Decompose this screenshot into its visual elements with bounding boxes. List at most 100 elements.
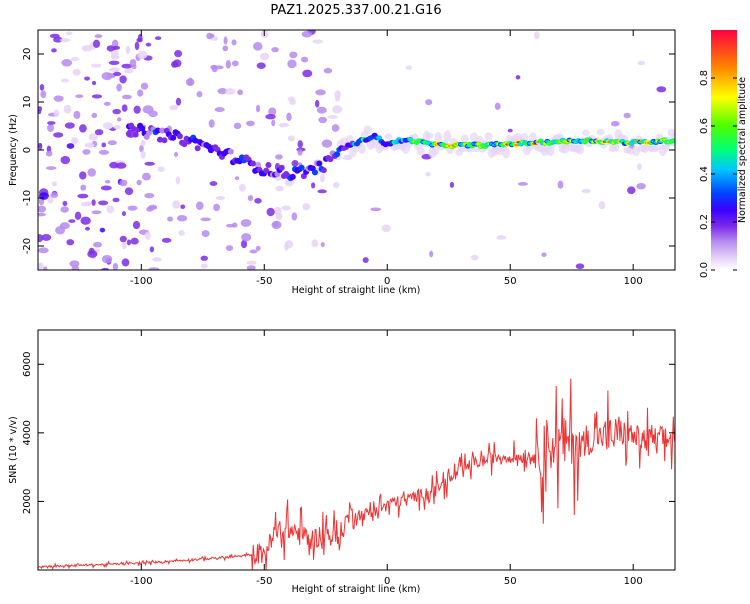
x-tick-label: -50 (256, 576, 272, 587)
spectrogram-ridge-cell (181, 141, 188, 148)
spectrogram-speckle (116, 83, 122, 92)
spectrogram-speckle (275, 154, 283, 160)
spectrogram-speckle (142, 172, 151, 181)
spectrogram-speckle (101, 267, 110, 270)
spectrogram-speckle (272, 221, 279, 228)
spectrogram-speckle (507, 128, 513, 133)
spectrogram-speckle (53, 132, 64, 138)
spectrogram-speckle (575, 263, 585, 270)
y-tick-label: -20 (22, 238, 33, 254)
snr-frame (37, 329, 676, 571)
spectrogram-speckle (234, 176, 240, 181)
spectrogram-halo (363, 125, 372, 135)
x-tick-label: 100 (624, 576, 643, 587)
spectrogram-speckle (312, 39, 324, 44)
spectrogram-speckle (281, 205, 291, 211)
y-tick-label: 6000 (22, 352, 33, 377)
spectrogram-speckle (317, 189, 327, 194)
spectrogram-halo (546, 144, 555, 157)
spectrogram-speckle (494, 102, 501, 110)
spectrogram-speckle (211, 64, 218, 73)
spectrogram-speckle (53, 109, 60, 118)
spectrogram-speckle (152, 257, 162, 262)
spectrogram-halo (581, 129, 590, 137)
spectrogram-ridge-cell (132, 131, 139, 138)
spectrogram-speckle (149, 246, 155, 253)
spectrogram-speckle (59, 38, 71, 43)
spectrogram-speckle (145, 42, 152, 47)
spectrogram-speckle (342, 154, 353, 161)
y-tick-label: 4000 (22, 420, 33, 445)
spectrogram-speckle (107, 140, 117, 146)
spectrogram-speckle (287, 59, 297, 69)
spectrogram-speckle (38, 142, 43, 150)
spectrogram-speckle (314, 99, 320, 108)
spectrogram-speckle (72, 68, 81, 76)
spectrogram-speckle (265, 114, 276, 120)
spectrogram-speckle (92, 39, 101, 48)
spectrogram-speckle (370, 207, 382, 212)
spectrogram-speckle (140, 82, 149, 90)
spectrogram-halo (519, 132, 528, 143)
spectrogram-speckle (173, 151, 179, 157)
spectrogram-speckle (161, 237, 172, 243)
spectrogram-speckle (148, 206, 158, 210)
colorbar-tick-label: 0.4 (699, 166, 710, 182)
spectrogram-speckle (112, 197, 120, 203)
spectrogram-speckle (611, 120, 620, 127)
spectrogram-speckle (254, 198, 262, 204)
spectrogram-speckle (88, 133, 99, 141)
spectrogram-speckle (91, 112, 98, 118)
spectrogram-ridge-cell (176, 133, 183, 140)
spectrogram-speckle (38, 212, 46, 217)
spectrogram-speckle (425, 99, 433, 106)
spectrogram-speckle (187, 77, 193, 86)
spectrogram-speckle (106, 205, 115, 214)
y-tick-label: 0 (22, 147, 33, 153)
spectrogram-speckle (81, 45, 93, 52)
spectrogram-speckle (103, 101, 111, 106)
spectrogram-speckle (82, 149, 91, 155)
spectrogram-speckle (66, 239, 75, 246)
spectrogram-speckle (332, 182, 340, 189)
spectrogram-speckle (64, 122, 75, 129)
spectrogram-halo (484, 132, 493, 141)
spectrogram-speckle (79, 171, 87, 180)
spectrogram-speckle (100, 185, 112, 191)
spectrogram-speckle (140, 150, 146, 159)
spectrogram-speckle (87, 168, 97, 177)
spectrogram-speckle (85, 226, 90, 231)
spectrogram-speckle (225, 245, 234, 252)
spectrogram-speckle (92, 241, 103, 248)
spectrogram-speckle (171, 61, 178, 68)
spectrogram-halo (611, 142, 620, 152)
colorbar: 0.0 0.2 0.4 0.6 0.8 Normalized spectral ampl… (699, 30, 748, 278)
spectrogram-speckle (94, 129, 104, 136)
spectrogram-speckle (541, 252, 547, 258)
spectrogram-speckle (271, 119, 276, 127)
spectrogram-speckle (119, 75, 127, 84)
spectrogram-speckle (260, 52, 270, 61)
spectrogram-speckle (238, 183, 246, 192)
spectrogram-speckle (84, 76, 91, 81)
colorbar-tick-label: 0.8 (699, 70, 710, 86)
spectrogram-speckle (320, 173, 325, 183)
spectrogram-speckle (119, 179, 128, 187)
spectrogram-speckle (99, 227, 106, 233)
spectrogram-ridge-cell (159, 127, 166, 134)
spectrogram-speckle (172, 200, 181, 209)
spectrogram-speckle (627, 186, 636, 195)
spectrogram-speckle (169, 104, 179, 111)
spectrogram-speckle (195, 201, 204, 210)
spectrogram-speckle (80, 184, 87, 191)
spectrogram-speckle (60, 155, 71, 165)
spectrogram-speckle (332, 105, 343, 114)
spectrogram-ridge-cell (289, 173, 296, 180)
spectrogram-speckle (55, 226, 66, 235)
spectrogram-speckle (134, 41, 140, 51)
spectrogram-speckle (302, 69, 313, 78)
spectrogram-speckle (68, 219, 76, 223)
colorbar-tick-label: 0.0 (699, 262, 710, 278)
spectrogram-speckle (136, 179, 142, 186)
spectrogram-speckle (496, 235, 507, 240)
